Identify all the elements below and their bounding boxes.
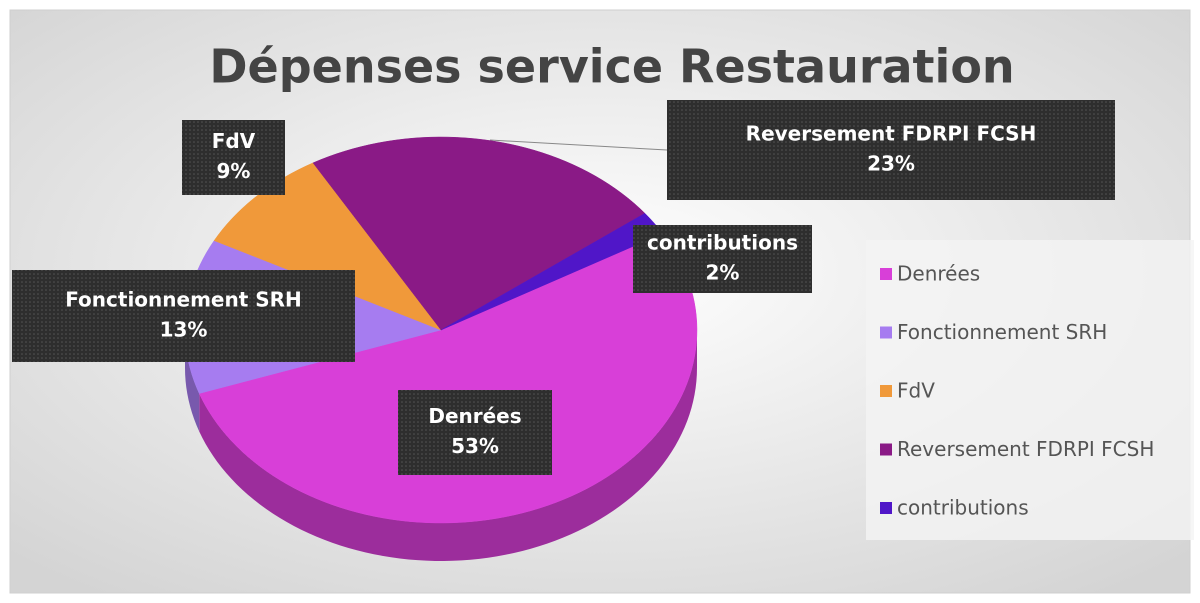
pie-slice	[213, 162, 442, 331]
legend-swatch	[880, 443, 892, 456]
legend-label: Fonctionnement SRH	[897, 320, 1107, 344]
data-label-name: Fonctionnement SRH	[65, 288, 302, 312]
pie-sides	[185, 330, 697, 561]
pie-slice	[198, 233, 698, 524]
data-label-name: FdV	[212, 129, 256, 153]
pie-side	[185, 330, 200, 432]
data-label-name: Denrées	[428, 404, 521, 428]
data-label-value: 2%	[706, 261, 740, 285]
data-label-box	[667, 100, 1115, 200]
legend-label: Denrées	[897, 262, 980, 286]
legend-swatch	[880, 385, 892, 397]
data-label-box	[633, 225, 812, 293]
legend-label: FdV	[897, 379, 935, 403]
legend-label: Reversement FDRPI FCSH	[897, 437, 1154, 461]
data-label-value: 53%	[451, 434, 499, 458]
pie-side	[199, 330, 697, 561]
legend-swatch	[880, 326, 892, 339]
legend-swatch	[880, 502, 892, 514]
data-label-name: contributions	[647, 231, 798, 255]
data-label-box	[398, 390, 552, 475]
data-label-value: 23%	[867, 152, 915, 176]
legend-label: contributions	[897, 496, 1029, 520]
data-label-value: 9%	[217, 159, 251, 183]
leader-line	[489, 139, 668, 151]
pie-slice	[312, 136, 646, 331]
legend-panel	[866, 240, 1194, 540]
data-label-value: 13%	[160, 318, 208, 342]
data-label-name: Reversement FDRPI FCSH	[746, 122, 1037, 146]
chart-title: Dépenses service Restauration	[209, 40, 1014, 94]
data-label-box	[12, 270, 355, 362]
data-label-box	[182, 120, 285, 195]
legend-swatch	[880, 268, 892, 280]
